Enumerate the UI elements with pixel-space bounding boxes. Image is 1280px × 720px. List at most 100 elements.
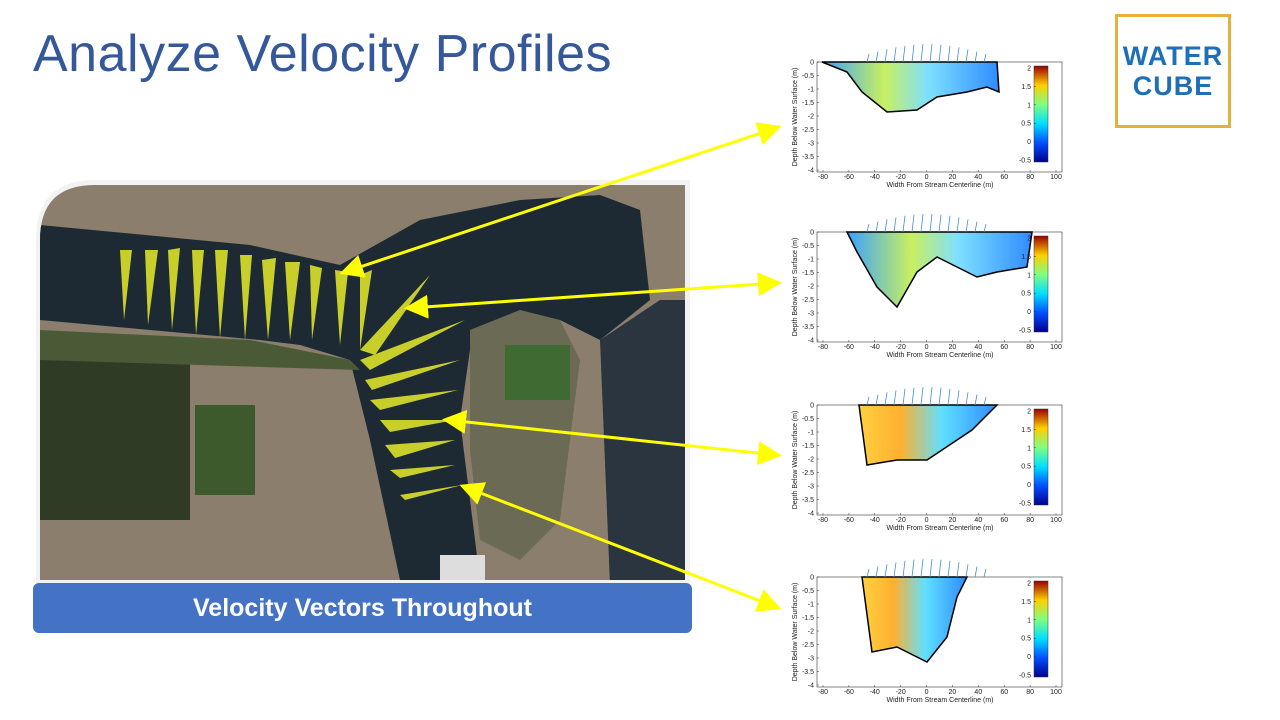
colorbar-tick-label: 0 xyxy=(1027,309,1031,316)
vector-arrow xyxy=(956,217,960,233)
vector-arrow xyxy=(983,396,987,406)
vector-arrow xyxy=(956,562,960,578)
colorbar-tick-label: 1 xyxy=(1027,445,1031,452)
cross-section xyxy=(858,404,999,466)
y-tick-label: -3.5 xyxy=(802,497,814,504)
x-tick-label: 0 xyxy=(925,689,929,696)
x-tick-label: 100 xyxy=(1050,517,1062,524)
x-tick-label: -20 xyxy=(896,344,906,351)
x-axis-label: Width From Stream Centerline (m) xyxy=(887,352,994,359)
y-tick-label: -1 xyxy=(808,602,814,609)
vector-arrow xyxy=(974,51,978,63)
velocity-profile-plot: -80 -60 -40 -20 0 20 40 60 80 1000-0.5-1-1.5-2-2.… xyxy=(792,559,1063,704)
colorbar-tick-label: 0.5 xyxy=(1021,464,1031,471)
y-tick-label: -4 xyxy=(808,168,814,175)
colorbar-tick-label: -0.5 xyxy=(1019,673,1031,680)
vector-arrow xyxy=(947,388,951,406)
x-tick-label: 80 xyxy=(1026,517,1034,524)
colorbar-tick-label: -0.5 xyxy=(1019,501,1031,508)
vector-arrow xyxy=(866,223,870,233)
vector-arrow xyxy=(974,221,978,233)
vector-arrow xyxy=(920,214,924,233)
vector-arrow xyxy=(947,560,951,578)
colorbar-tick-label: 0 xyxy=(1027,482,1031,489)
colorbar xyxy=(1033,580,1049,678)
colorbar-tick-label: 2 xyxy=(1027,66,1031,73)
x-tick-label: -20 xyxy=(896,689,906,696)
x-tick-label: 80 xyxy=(1026,344,1034,351)
colorbar-tick-label: 0.5 xyxy=(1021,291,1031,298)
x-tick-label: 20 xyxy=(949,174,957,181)
vector-arrow xyxy=(929,559,933,578)
y-axis-label: Depth Below Water Surface (m) xyxy=(792,68,799,167)
cross-section xyxy=(861,576,969,663)
x-tick-label: 20 xyxy=(949,344,957,351)
x-axis-label: Width From Stream Centerline (m) xyxy=(887,697,994,704)
x-tick-label: 40 xyxy=(974,174,982,181)
y-tick-label: -1.5 xyxy=(802,615,814,622)
vector-arrow xyxy=(875,394,879,406)
y-tick-label: -0.5 xyxy=(802,73,814,80)
vector-arrow xyxy=(956,390,960,406)
vector-arrow xyxy=(884,392,888,406)
colorbar-tick-label: 2 xyxy=(1027,581,1031,588)
y-axis-label: Depth Below Water Surface (m) xyxy=(792,411,799,510)
vector-arrow xyxy=(965,49,969,63)
y-tick-label: -4 xyxy=(808,338,814,345)
y-tick-label: -3.5 xyxy=(802,669,814,676)
vector-arrow xyxy=(938,559,942,578)
vector-arrow xyxy=(938,214,942,233)
x-tick-label: -40 xyxy=(870,689,880,696)
x-tick-label: 80 xyxy=(1026,689,1034,696)
x-tick-label: -20 xyxy=(896,517,906,524)
vector-arrow xyxy=(929,44,933,63)
vector-arrow xyxy=(866,568,870,578)
logo-text: WATER xyxy=(1122,41,1224,71)
x-tick-label: 0 xyxy=(925,344,929,351)
vector-arrow xyxy=(893,562,897,578)
vector-arrow xyxy=(938,387,942,406)
y-tick-label: 0 xyxy=(810,60,814,67)
vector-arrow xyxy=(893,217,897,233)
y-tick-label: -1.5 xyxy=(802,100,814,107)
colorbar-tick-label: 2 xyxy=(1027,236,1031,243)
vector-arrow xyxy=(920,559,924,578)
x-tick-label: 40 xyxy=(974,344,982,351)
vector-arrow xyxy=(974,566,978,578)
vector-arrow xyxy=(875,566,879,578)
vector-arrow xyxy=(902,45,906,63)
y-tick-label: -2 xyxy=(808,114,814,121)
x-axis-label: Width From Stream Centerline (m) xyxy=(887,182,994,189)
x-tick-label: 20 xyxy=(949,689,957,696)
y-tick-label: -3.5 xyxy=(802,324,814,331)
y-tick-label: -2.5 xyxy=(802,127,814,134)
y-tick-label: -0.5 xyxy=(802,416,814,423)
y-tick-label: -1 xyxy=(808,257,814,264)
x-tick-label: -60 xyxy=(844,344,854,351)
colorbar-tick-label: 1 xyxy=(1027,617,1031,624)
x-tick-label: 60 xyxy=(1000,174,1008,181)
y-tick-label: -2.5 xyxy=(802,642,814,649)
colorbar-tick-label: 1.5 xyxy=(1021,599,1031,606)
vector-arrow xyxy=(911,214,915,233)
x-tick-label: -60 xyxy=(844,689,854,696)
y-tick-label: 0 xyxy=(810,575,814,582)
y-axis-label: Depth Below Water Surface (m) xyxy=(792,238,799,337)
slide-title: Analyze Velocity Profiles xyxy=(33,25,612,83)
vector-arrow xyxy=(884,219,888,233)
y-tick-label: -1 xyxy=(808,430,814,437)
x-tick-label: -40 xyxy=(870,174,880,181)
aerial-image xyxy=(40,185,685,580)
y-tick-label: -2.5 xyxy=(802,470,814,477)
vector-arrow xyxy=(875,221,879,233)
logo: WATER CUBE xyxy=(1115,14,1231,128)
x-tick-label: 100 xyxy=(1050,689,1062,696)
y-tick-label: -0.5 xyxy=(802,588,814,595)
colorbar xyxy=(1033,235,1049,333)
x-tick-label: 80 xyxy=(1026,174,1034,181)
image-caption: Velocity Vectors Throughout xyxy=(33,583,692,633)
y-axis-label: Depth Below Water Surface (m) xyxy=(792,583,799,682)
velocity-profile-plot: -80 -60 -40 -20 0 20 40 60 80 1000-0.5-1-1.5-2-2.… xyxy=(792,214,1063,359)
